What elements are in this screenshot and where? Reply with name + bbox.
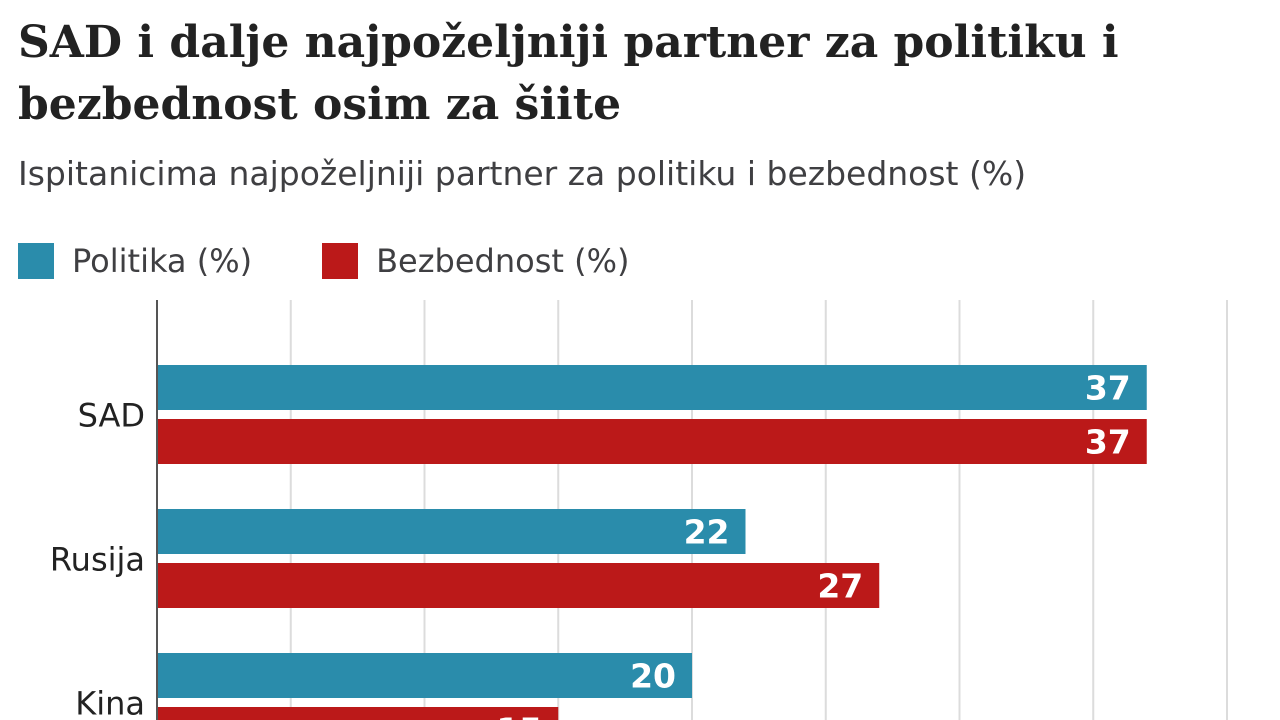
category-label: Rusija bbox=[50, 541, 145, 579]
data-label: 27 bbox=[817, 567, 863, 606]
data-label: 22 bbox=[684, 513, 730, 552]
data-label: 20 bbox=[630, 657, 676, 696]
bar bbox=[157, 365, 1147, 410]
data-label: 37 bbox=[1085, 369, 1131, 408]
category-label: Kina bbox=[75, 685, 145, 720]
data-label: 15 bbox=[496, 711, 542, 720]
legend-label-politika: Politika (%) bbox=[72, 242, 253, 280]
data-label: 37 bbox=[1085, 423, 1131, 462]
bar bbox=[157, 653, 692, 698]
legend-item-politika: Politika (%) bbox=[18, 242, 252, 280]
bar bbox=[157, 509, 746, 554]
legend-swatch-politika bbox=[18, 243, 54, 279]
legend-item-bezbednost: Bezbednost (%) bbox=[322, 242, 629, 280]
bar bbox=[157, 707, 559, 720]
legend: Politika (%) Bezbednost (%) bbox=[18, 242, 699, 280]
chart-subtitle: Ispitanicima najpoželjniji partner za po… bbox=[18, 154, 1027, 193]
chart-title: SAD i dalje najpoželjniji partner za pol… bbox=[18, 17, 1119, 130]
bar bbox=[157, 563, 880, 608]
legend-swatch-bezbednost bbox=[322, 243, 359, 279]
category-label: SAD bbox=[78, 397, 145, 435]
bar bbox=[157, 419, 1147, 464]
legend-label-bezbednost: Bezbednost (%) bbox=[376, 242, 630, 280]
